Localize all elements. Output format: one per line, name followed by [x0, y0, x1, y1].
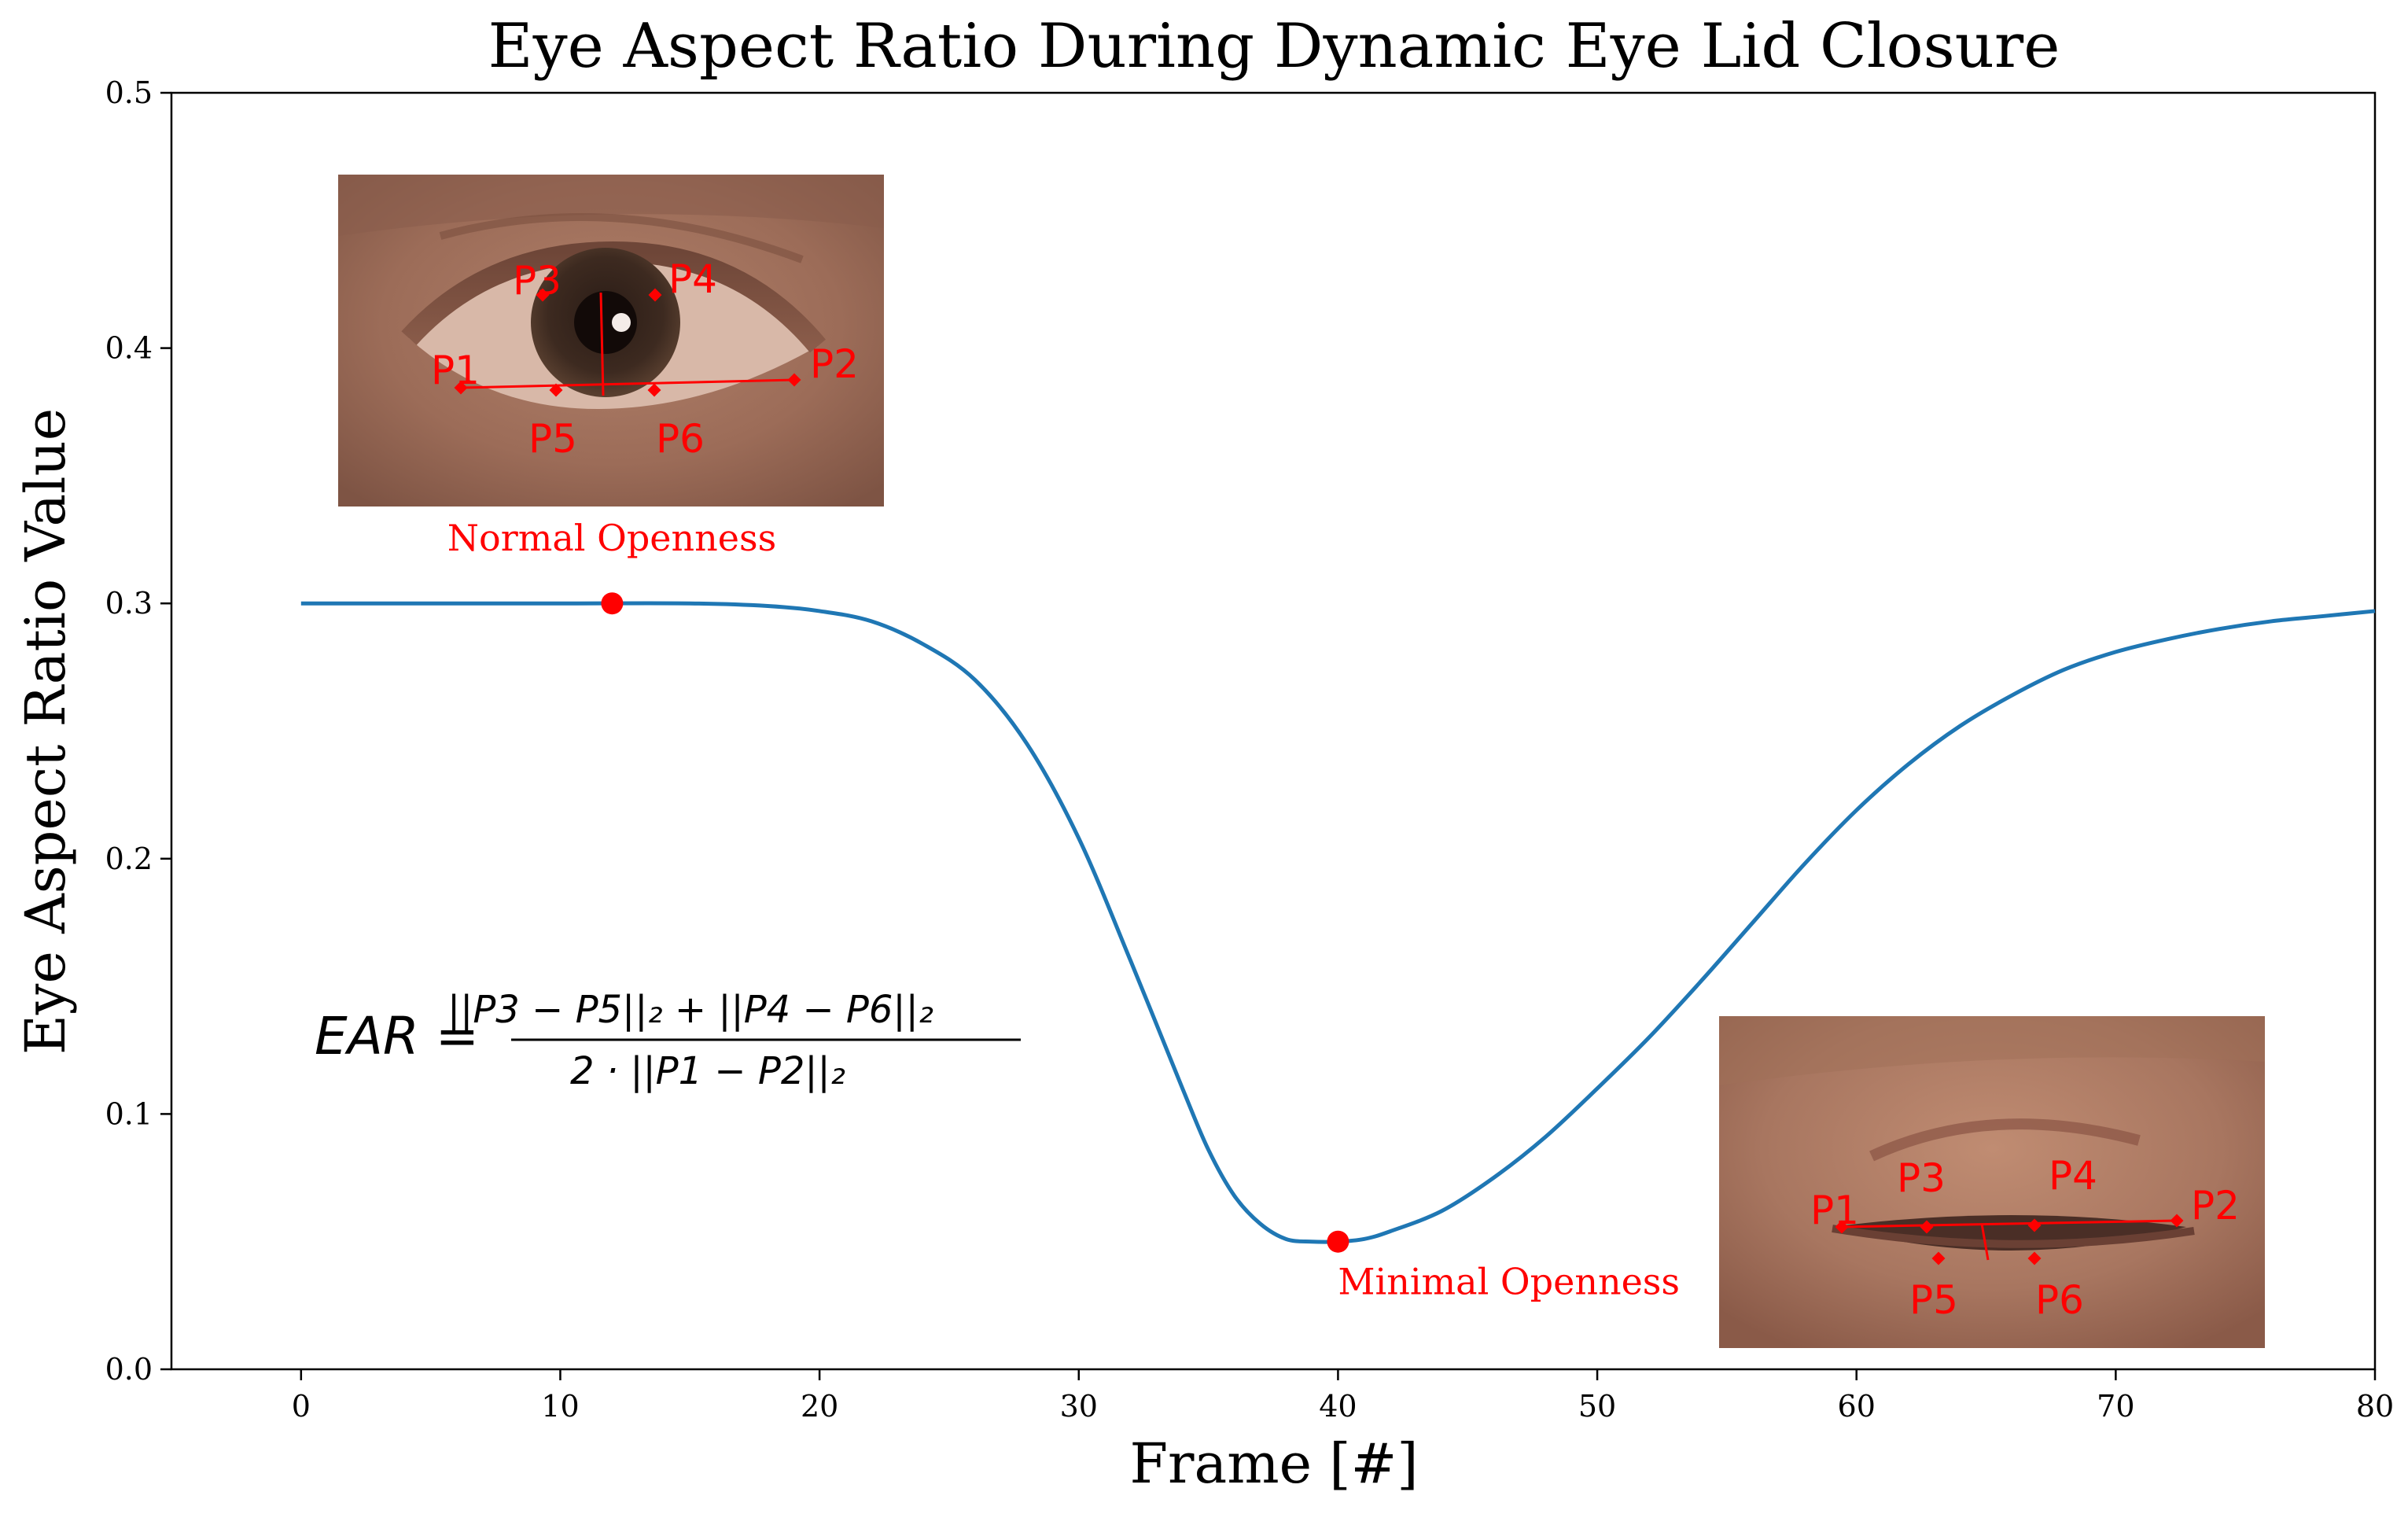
minimal-eye-landmarks: P1 P2 P3 P4 P5 P6	[1810, 1153, 2240, 1323]
formula-denominator: 2 · ||P1 − P2||₂	[570, 1049, 845, 1093]
ear-formula: EAR = ||P3 − P5||₂ + ||P4 − P6||₂ 2 · ||…	[315, 988, 1021, 1093]
normal-openness-eye-image	[338, 175, 884, 507]
chart-title: Eye Aspect Ratio During Dynamic Eye Lid …	[488, 11, 2060, 82]
landmark-label: P4	[2049, 1153, 2097, 1199]
x-axis-ticks: 0 10 20 30 40 50 60 70 80	[292, 1369, 2394, 1424]
x-tick-label: 0	[292, 1389, 311, 1424]
x-tick-label: 40	[1319, 1389, 1357, 1424]
x-tick-label: 80	[2356, 1389, 2394, 1424]
landmark-marker	[1920, 1220, 1934, 1234]
landmark-label: P1	[1810, 1188, 1859, 1233]
y-axis-ticks: 0.0 0.1 0.2 0.3 0.4 0.5	[105, 76, 171, 1387]
landmark-marker	[549, 383, 563, 397]
landmark-label: P5	[528, 416, 577, 462]
x-axis-label: Frame [#]	[1129, 1431, 1418, 1496]
landmark-marker	[1931, 1251, 1946, 1265]
landmark-label: P2	[810, 341, 859, 387]
landmark-label: P3	[513, 258, 561, 304]
landmark-marker	[536, 288, 550, 302]
y-tick-label: 0.1	[105, 1096, 153, 1131]
x-tick-label: 70	[2097, 1389, 2134, 1424]
landmark-label: P3	[1897, 1155, 1946, 1201]
landmark-label: P6	[656, 416, 705, 462]
y-axis-label: Eye Aspect Ratio Value	[13, 408, 78, 1055]
x-tick-label: 50	[1578, 1389, 1616, 1424]
y-tick-label: 0.0	[105, 1352, 153, 1387]
landmark-marker	[2027, 1251, 2042, 1265]
formula-lhs: EAR =	[315, 1006, 479, 1066]
landmark-label: P5	[1909, 1277, 1958, 1323]
landmark-marker	[2027, 1218, 2042, 1232]
highlight-point	[1327, 1230, 1349, 1253]
normal-eye-landmarks: P1 P2 P3 P4 P5 P6	[431, 256, 859, 462]
y-tick-label: 0.3	[105, 586, 153, 621]
highlight-label: Minimal Openness	[1338, 1261, 1680, 1303]
landmark-marker	[454, 381, 468, 395]
landmark-label: P2	[2191, 1183, 2240, 1229]
landmark-marker	[2170, 1214, 2184, 1228]
landmark-marker	[648, 288, 662, 302]
landmark-marker	[787, 373, 801, 387]
landmark-label: P6	[2035, 1277, 2084, 1323]
highlight-points: Normal Openness Minimal Openness	[447, 517, 1680, 1303]
x-tick-label: 20	[801, 1389, 838, 1424]
ear-series-line	[300, 601, 2376, 1244]
plot-area	[170, 91, 2377, 1371]
x-tick-label: 30	[1060, 1389, 1098, 1424]
highlight-point	[601, 592, 624, 615]
landmark-label: P4	[668, 256, 717, 302]
landmark-marker	[647, 383, 661, 397]
minimal-openness-eye-image	[1719, 1016, 2265, 1348]
x-tick-label: 10	[541, 1389, 579, 1424]
x-tick-label: 60	[1838, 1389, 1876, 1424]
landmark-label: P1	[431, 348, 480, 393]
y-tick-label: 0.4	[105, 331, 153, 366]
highlight-label: Normal Openness	[447, 517, 776, 559]
y-tick-label: 0.5	[105, 76, 153, 110]
landmark-marker	[1835, 1220, 1849, 1234]
formula-numerator: ||P3 − P5||₂ + ||P4 − P6||₂	[447, 988, 933, 1032]
y-tick-label: 0.2	[105, 842, 153, 876]
